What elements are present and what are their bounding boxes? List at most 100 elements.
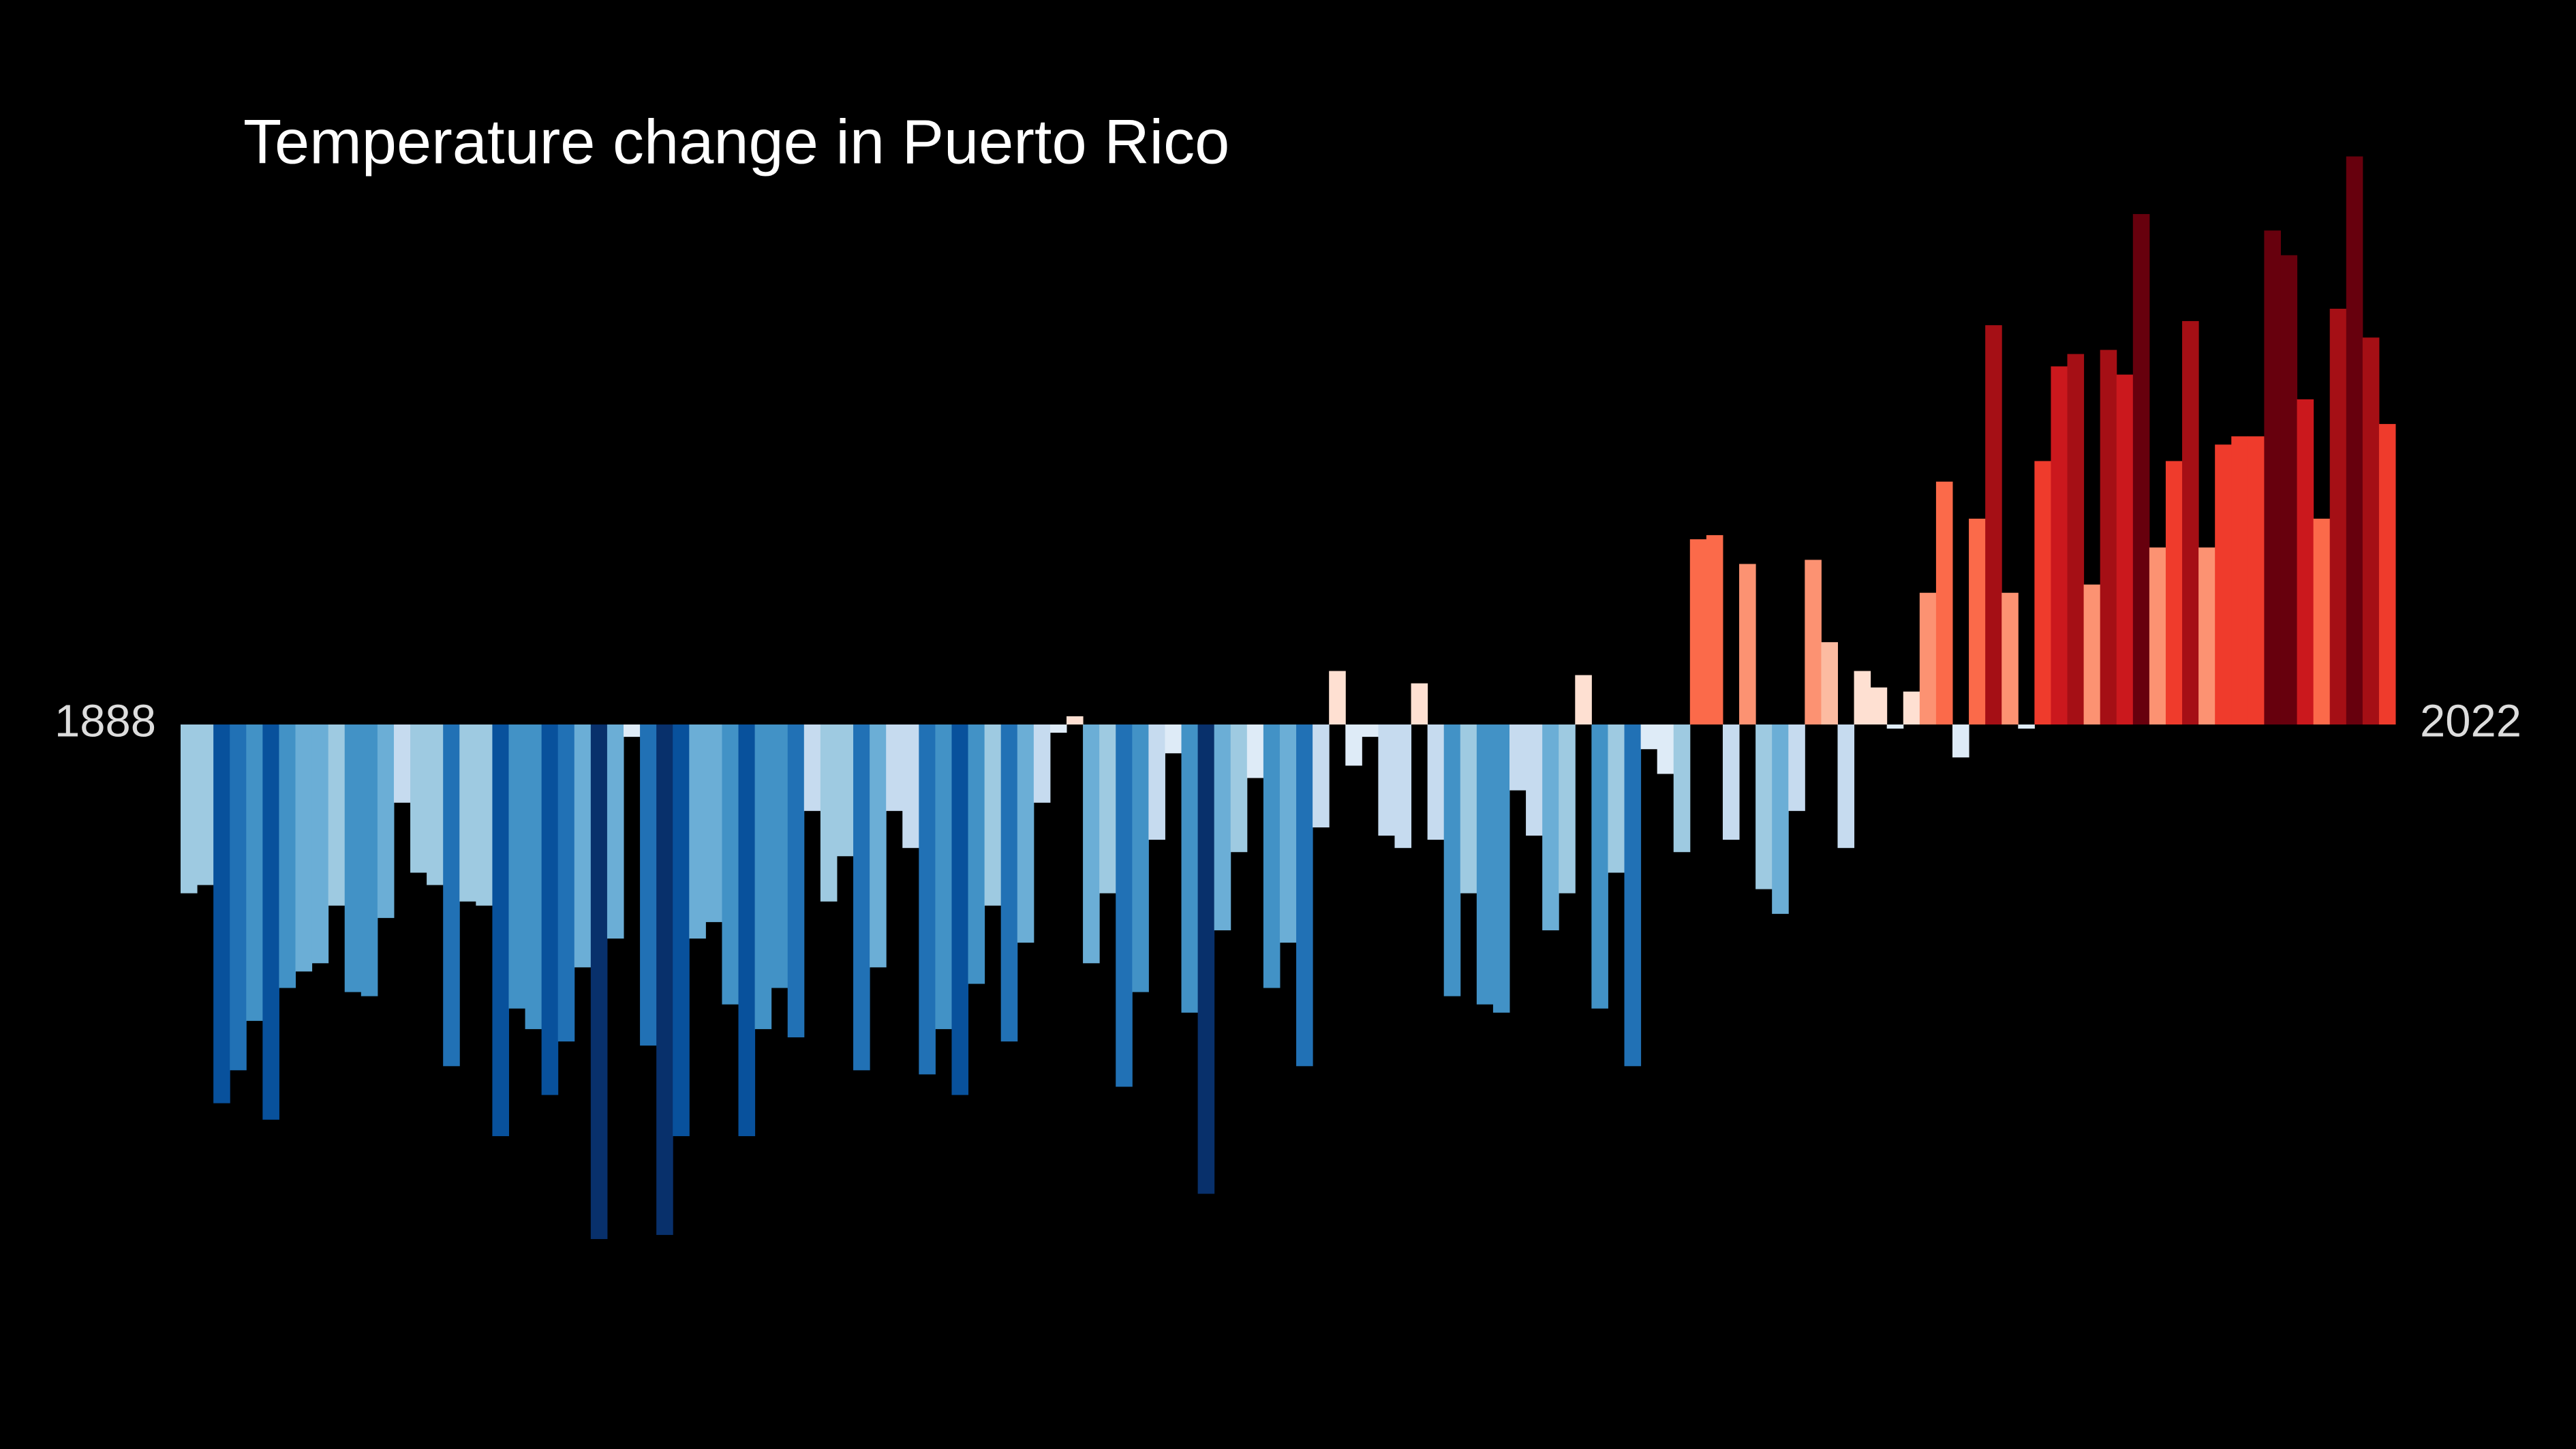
bar: [1886, 724, 1904, 729]
bar: [1772, 724, 1789, 914]
bar: [1985, 325, 2002, 724]
bar: [1509, 724, 1527, 791]
bar: [1427, 724, 1445, 840]
bar: [1755, 724, 1773, 889]
bar: [820, 724, 838, 902]
bar: [2231, 436, 2248, 724]
bar: [935, 724, 952, 1029]
bar: [1624, 724, 1642, 1067]
bar: [1903, 691, 1920, 724]
bar: [213, 724, 230, 1103]
bar: [311, 724, 329, 964]
bar: [1854, 671, 1871, 724]
bar: [2248, 436, 2265, 724]
bar: [344, 724, 362, 992]
bar: [919, 724, 936, 1075]
bar: [2264, 230, 2281, 724]
bar: [525, 724, 542, 1029]
bar: [1214, 724, 1231, 930]
bar: [2132, 214, 2150, 724]
bar: [1526, 724, 1543, 836]
bar: [2002, 592, 2019, 724]
bar: [1000, 724, 1018, 1042]
bar: [1263, 724, 1281, 988]
bar: [607, 724, 624, 939]
bar: [2051, 366, 2068, 724]
bar: [1411, 683, 1428, 724]
bar: [705, 724, 722, 922]
bar: [1394, 724, 1412, 849]
bar: [2067, 354, 2085, 724]
bar: [968, 724, 985, 984]
bar: [2313, 519, 2331, 724]
bar: [2182, 321, 2199, 724]
bar: [443, 724, 460, 1067]
bar: [361, 724, 378, 996]
bar: [2116, 374, 2134, 724]
bar: [2100, 350, 2117, 724]
bar: [1575, 675, 1592, 724]
bar: [377, 724, 395, 918]
bar: [508, 724, 526, 1009]
bar: [2362, 337, 2380, 724]
bar: [984, 724, 1002, 906]
bar: [1870, 687, 1888, 724]
bar: [541, 724, 559, 1095]
bar: [1935, 481, 1953, 724]
bar: [1608, 724, 1625, 873]
bar: [1279, 724, 1297, 943]
bar: [1378, 724, 1395, 836]
bar: [295, 724, 313, 972]
bar: [1821, 642, 1838, 724]
bar: [1246, 724, 1264, 778]
bar: [2165, 461, 2183, 724]
bar: [1148, 724, 1165, 840]
bar: [2297, 399, 2314, 724]
bar: [1805, 560, 1822, 724]
bar: [1197, 724, 1215, 1194]
bar: [656, 724, 673, 1235]
bar: [1673, 724, 1691, 853]
bar: [870, 724, 887, 968]
bar: [1739, 564, 1756, 724]
bar: [673, 724, 690, 1136]
bar: [427, 724, 444, 885]
bar: [2198, 547, 2215, 724]
bar: [476, 724, 493, 906]
bar: [1559, 724, 1576, 894]
bar: [1476, 724, 1494, 1005]
bar: [1591, 724, 1608, 1009]
bar: [853, 724, 870, 1071]
bar: [2083, 584, 2101, 724]
bar: [1067, 716, 1084, 724]
bar: [246, 724, 263, 1021]
bar: [1460, 724, 1477, 894]
bar: [1132, 724, 1149, 992]
bar: [2018, 724, 2035, 729]
bar: [279, 724, 296, 988]
bar: [1657, 724, 1674, 774]
bar: [640, 724, 657, 1046]
bar: [1542, 724, 1559, 930]
bar: [1443, 724, 1461, 996]
bar: [1116, 724, 1133, 1087]
bar: [557, 724, 575, 1042]
bar: [1837, 724, 1855, 849]
bar: [1345, 724, 1362, 766]
bar: [754, 724, 772, 1029]
bar: [181, 724, 198, 894]
bar: [1296, 724, 1313, 1067]
bar: [1788, 724, 1805, 811]
bar: [2346, 156, 2363, 725]
bar: [902, 724, 919, 849]
bar: [1706, 535, 1723, 724]
bar: [574, 724, 592, 968]
bar: [1230, 724, 1248, 853]
bar: [738, 724, 756, 1136]
bar: [1083, 724, 1100, 964]
chart-title: Temperature change in Puerto Rico: [243, 107, 1229, 177]
bar: [459, 724, 476, 902]
bar: [1329, 671, 1346, 724]
bar: [1181, 724, 1199, 1013]
